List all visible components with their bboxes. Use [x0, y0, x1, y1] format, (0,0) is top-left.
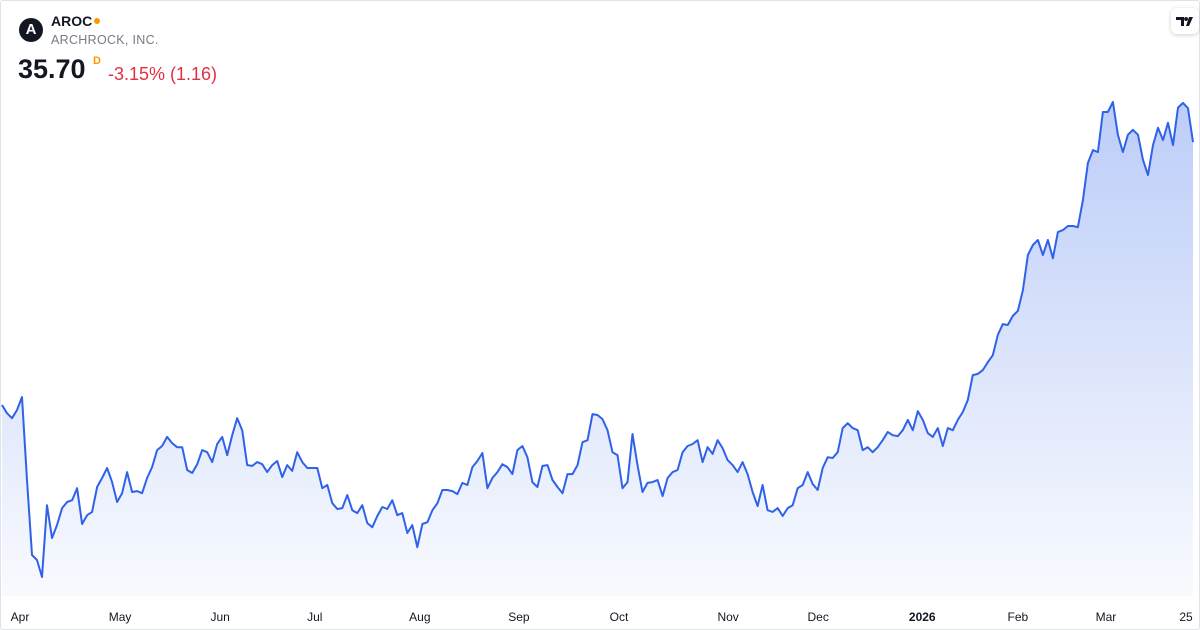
- x-tick-label: Jun: [211, 610, 230, 624]
- x-tick-label: May: [109, 610, 132, 624]
- company-name: ARCHROCK, INC.: [51, 33, 159, 47]
- market-status-dot: [94, 18, 100, 24]
- tradingview-logo[interactable]: [1171, 8, 1199, 34]
- x-tick-label: 25: [1179, 610, 1193, 624]
- symbol[interactable]: AROC: [51, 13, 93, 29]
- x-tick-label: Mar: [1096, 610, 1117, 624]
- x-tick-label: Oct: [610, 610, 629, 624]
- x-tick-label: Dec: [808, 610, 829, 624]
- price-line: [1, 101, 1194, 578]
- x-tick-label: Sep: [508, 610, 530, 624]
- last-price: 35.70: [18, 54, 86, 84]
- logo-icon: [1176, 17, 1193, 26]
- x-tick-label: Aug: [409, 610, 430, 624]
- x-tick-label: Nov: [717, 610, 738, 624]
- interval: D: [93, 55, 101, 67]
- symbol-logo: A: [19, 18, 43, 42]
- area-fill: [2, 102, 1193, 596]
- x-tick-label: 2026: [909, 610, 936, 624]
- price-change: -3.15% (1.16): [108, 64, 218, 84]
- x-tick-label: Jul: [307, 610, 322, 624]
- x-tick-label: Apr: [11, 610, 30, 624]
- x-tick-label: Feb: [1008, 610, 1029, 624]
